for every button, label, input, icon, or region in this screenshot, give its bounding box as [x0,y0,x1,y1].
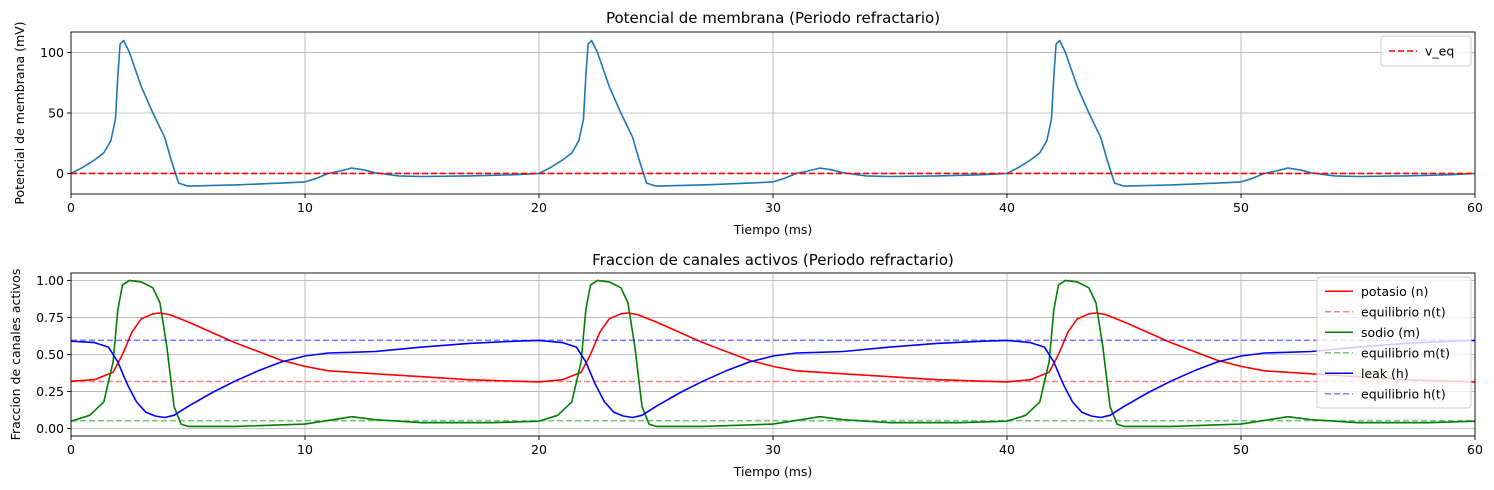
series-group-1 [71,279,1475,428]
legend-label-2: sodio (m) [1361,325,1420,340]
x-axis-label-0: Tiempo (ms) [733,222,813,237]
y-axis-label-1: Fraccion de canales activos [8,269,23,441]
x-tick-label-6: 60 [1467,442,1483,457]
x-tick-label-4: 40 [999,200,1015,215]
x-tick-label-3: 30 [765,200,781,215]
x-tick-label-4: 40 [999,442,1015,457]
legend-label-4: leak (h) [1361,366,1409,381]
x-tick-label-1: 10 [297,200,313,215]
series-line-potasio-n- [71,312,1475,383]
x-tick-label-5: 50 [1233,442,1249,457]
legend-label-5: equilibrio h(t) [1361,386,1446,401]
series-group-0 [71,39,1475,187]
y-tick-label-4: 1.00 [36,273,64,288]
chart-panel-1: 0 10 20 30 40 50 60 0.00 0.25 0.50 0.75 1.00 Fraccio… [8,251,1483,479]
y-axis-label-0: Potencial de membrana (mV) [12,21,27,204]
y-tick-label-2: 0.50 [36,347,64,362]
legend-label-0: potasio (n) [1361,284,1428,299]
y-tick-label-2: 100 [40,45,64,60]
x-tick-label-3: 30 [765,442,781,457]
legend-label-0: v_eq [1425,44,1454,59]
y-tick-label-1: 0.25 [36,384,64,399]
x-tick-label-2: 20 [531,200,547,215]
y-tick-label-3: 0.75 [36,310,64,325]
chart-title-0: Potencial de membrana (Periodo refractar… [606,9,940,27]
y-tick-label-0: 0.00 [36,421,64,436]
x-tick-label-5: 50 [1233,200,1249,215]
x-tick-label-0: 0 [67,442,75,457]
legend-label-1: equilibrio n(t) [1361,304,1446,319]
legend-box-1 [1316,276,1472,409]
chart-title-1: Fraccion de canales activos (Periodo ref… [592,251,954,269]
chart-panel-0: 0 10 20 30 40 50 60 0 50 100 Potencial de membrana… [12,9,1483,237]
legend-1: potasio (n) equilibrio n(t) sodio (m) equil… [1316,276,1472,409]
series-line-leak-h- [71,339,1475,419]
series-line-v [71,39,1475,187]
y-tick-label-0: 0 [56,166,64,181]
x-tick-label-6: 60 [1467,200,1483,215]
y-tick-label-1: 50 [48,106,64,121]
legend-0: v_eq [1380,35,1472,67]
legend-box-0 [1380,35,1472,67]
x-tick-label-1: 10 [297,442,313,457]
x-tick-label-2: 20 [531,442,547,457]
series-line-sodio-m- [71,279,1475,428]
legend-label-3: equilibrio m(t) [1361,345,1450,360]
x-tick-label-0: 0 [67,200,75,215]
x-axis-label-1: Tiempo (ms) [733,464,813,479]
